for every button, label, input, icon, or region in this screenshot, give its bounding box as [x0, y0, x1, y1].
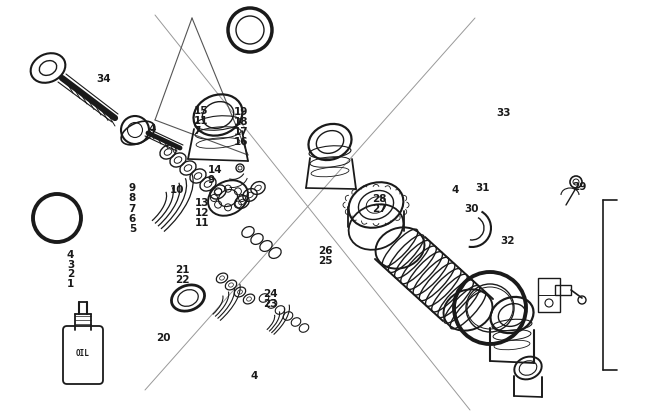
Bar	[538, 278, 560, 312]
Text: 23: 23	[263, 299, 278, 309]
Text: 32: 32	[500, 236, 515, 246]
Text: 11: 11	[194, 116, 208, 126]
Text: 25: 25	[318, 256, 333, 266]
Text: 9: 9	[208, 175, 215, 185]
Text: 4: 4	[250, 371, 257, 381]
Text: 26: 26	[318, 246, 333, 256]
Text: 34: 34	[96, 74, 110, 84]
Bar	[555, 285, 571, 295]
Text: 29: 29	[572, 182, 586, 192]
Text: 11: 11	[195, 218, 209, 228]
Text: 5: 5	[129, 224, 136, 234]
Text: 19: 19	[234, 107, 248, 117]
Text: 3: 3	[67, 260, 74, 270]
Text: 4: 4	[148, 124, 155, 134]
Text: 6: 6	[129, 214, 136, 224]
Text: 20: 20	[156, 333, 170, 343]
Text: 7: 7	[194, 126, 201, 136]
Text: 27: 27	[372, 204, 387, 214]
Text: OIL: OIL	[76, 349, 90, 359]
Text: 21: 21	[176, 265, 190, 275]
Text: 12: 12	[195, 208, 209, 218]
Text: 2: 2	[67, 269, 74, 279]
Text: 4: 4	[452, 185, 459, 195]
Text: 7: 7	[129, 203, 136, 214]
Text: 4: 4	[67, 250, 74, 260]
Text: 30: 30	[465, 204, 479, 214]
Text: 15: 15	[194, 106, 208, 116]
Text: 10: 10	[170, 185, 185, 195]
Text: 18: 18	[234, 117, 248, 127]
Text: 24: 24	[263, 289, 278, 299]
Text: 14: 14	[208, 165, 222, 175]
Text: 8: 8	[129, 193, 136, 203]
Text: 9: 9	[129, 183, 136, 193]
Text: 1: 1	[67, 279, 74, 289]
Text: 28: 28	[372, 194, 387, 204]
Text: 17: 17	[234, 127, 248, 137]
Text: 22: 22	[176, 275, 190, 285]
Text: 33: 33	[496, 108, 510, 118]
Text: 16: 16	[234, 137, 248, 147]
Text: 13: 13	[195, 198, 209, 208]
Text: 31: 31	[476, 183, 490, 193]
